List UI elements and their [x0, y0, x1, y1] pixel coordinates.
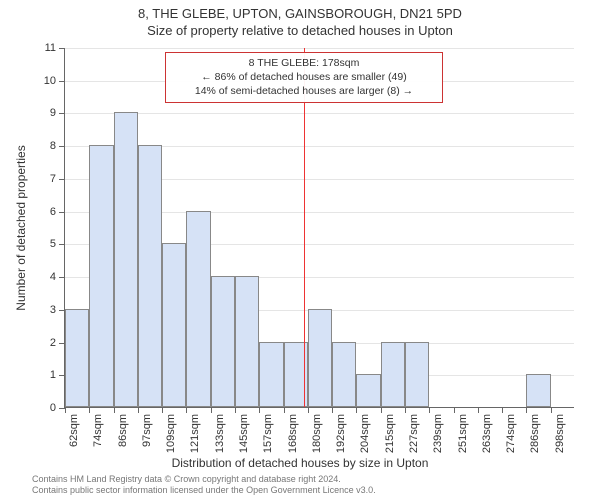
histogram-bar	[356, 374, 380, 407]
histogram-bar	[259, 342, 283, 407]
x-tick-label: 62sqm	[68, 414, 80, 447]
x-tick	[235, 407, 236, 413]
x-tick-label: 227sqm	[408, 414, 420, 453]
x-tick	[284, 407, 285, 413]
y-axis-label: Number of detached properties	[14, 145, 28, 310]
y-tick	[59, 179, 65, 180]
x-tick	[551, 407, 552, 413]
x-axis-label: Distribution of detached houses by size …	[0, 456, 600, 470]
histogram-bar	[308, 309, 332, 407]
y-tick-label: 4	[50, 271, 56, 283]
x-tick-label: 239sqm	[432, 414, 444, 453]
y-tick	[59, 146, 65, 147]
histogram-bar	[138, 145, 162, 407]
histogram-bar	[186, 211, 210, 407]
x-tick	[429, 407, 430, 413]
x-tick-label: 215sqm	[384, 414, 396, 453]
y-tick-label: 6	[50, 206, 56, 218]
y-tick-label: 11	[45, 42, 56, 54]
gridline	[65, 113, 574, 114]
histogram-bar	[405, 342, 429, 407]
x-tick-label: 204sqm	[359, 414, 371, 453]
y-tick-label: 2	[50, 337, 56, 349]
x-tick-label: 274sqm	[505, 414, 517, 453]
x-tick-label: 133sqm	[214, 414, 226, 453]
annotation-line2: ← 86% of detached houses are smaller (49…	[172, 70, 436, 84]
y-tick-label: 8	[50, 140, 56, 152]
histogram-bar	[526, 374, 550, 407]
x-tick	[405, 407, 406, 413]
annotation-box: 8 THE GLEBE: 178sqm← 86% of detached hou…	[165, 52, 443, 103]
histogram-bar	[211, 276, 235, 407]
gridline	[65, 48, 574, 49]
y-tick-label: 10	[44, 75, 56, 87]
x-tick-label: 121sqm	[189, 414, 201, 453]
x-tick-label: 74sqm	[92, 414, 104, 447]
x-tick-label: 109sqm	[165, 414, 177, 453]
x-tick	[114, 407, 115, 413]
x-tick	[89, 407, 90, 413]
histogram-bar	[114, 112, 138, 407]
y-tick	[59, 244, 65, 245]
x-tick	[332, 407, 333, 413]
x-tick	[308, 407, 309, 413]
plot-area: 0123456789101162sqm74sqm86sqm97sqm109sqm…	[64, 48, 574, 408]
x-tick-label: 251sqm	[457, 414, 469, 453]
x-tick-label: 180sqm	[311, 414, 323, 453]
x-tick-label: 168sqm	[287, 414, 299, 453]
histogram-bar	[65, 309, 89, 407]
x-tick-label: 145sqm	[238, 414, 250, 453]
y-tick-label: 9	[50, 107, 56, 119]
annotation-line3: 14% of semi-detached houses are larger (…	[172, 84, 436, 98]
x-tick	[211, 407, 212, 413]
x-tick	[186, 407, 187, 413]
histogram-bar	[381, 342, 405, 407]
y-tick	[59, 212, 65, 213]
annotation-line1: 8 THE GLEBE: 178sqm	[172, 56, 436, 70]
y-tick-label: 1	[50, 369, 56, 381]
y-tick-label: 0	[50, 402, 56, 414]
x-tick	[356, 407, 357, 413]
x-tick	[65, 407, 66, 413]
histogram-bar	[89, 145, 113, 407]
histogram-bar	[162, 243, 186, 407]
x-tick-label: 192sqm	[335, 414, 347, 453]
x-tick	[138, 407, 139, 413]
chart-title: 8, THE GLEBE, UPTON, GAINSBOROUGH, DN21 …	[0, 6, 600, 21]
histogram-bar	[235, 276, 259, 407]
histogram-bar	[332, 342, 356, 407]
x-tick-label: 298sqm	[554, 414, 566, 453]
x-tick	[478, 407, 479, 413]
x-tick	[454, 407, 455, 413]
x-tick-label: 157sqm	[262, 414, 274, 453]
x-tick	[502, 407, 503, 413]
y-tick	[59, 48, 65, 49]
x-tick	[526, 407, 527, 413]
x-tick	[381, 407, 382, 413]
x-tick	[259, 407, 260, 413]
y-tick	[59, 81, 65, 82]
x-tick-label: 263sqm	[481, 414, 493, 453]
x-tick-label: 286sqm	[529, 414, 541, 453]
footer-line2: Contains public sector information licen…	[32, 485, 376, 496]
x-tick-label: 86sqm	[117, 414, 129, 447]
y-tick	[59, 113, 65, 114]
footer-line1: Contains HM Land Registry data © Crown c…	[32, 474, 376, 485]
y-tick-label: 7	[50, 173, 56, 185]
footer-attribution: Contains HM Land Registry data © Crown c…	[32, 474, 376, 497]
x-tick	[162, 407, 163, 413]
y-tick	[59, 277, 65, 278]
chart-subtitle: Size of property relative to detached ho…	[0, 23, 600, 38]
y-tick-label: 5	[50, 238, 56, 250]
x-tick-label: 97sqm	[141, 414, 153, 447]
y-tick-label: 3	[50, 304, 56, 316]
